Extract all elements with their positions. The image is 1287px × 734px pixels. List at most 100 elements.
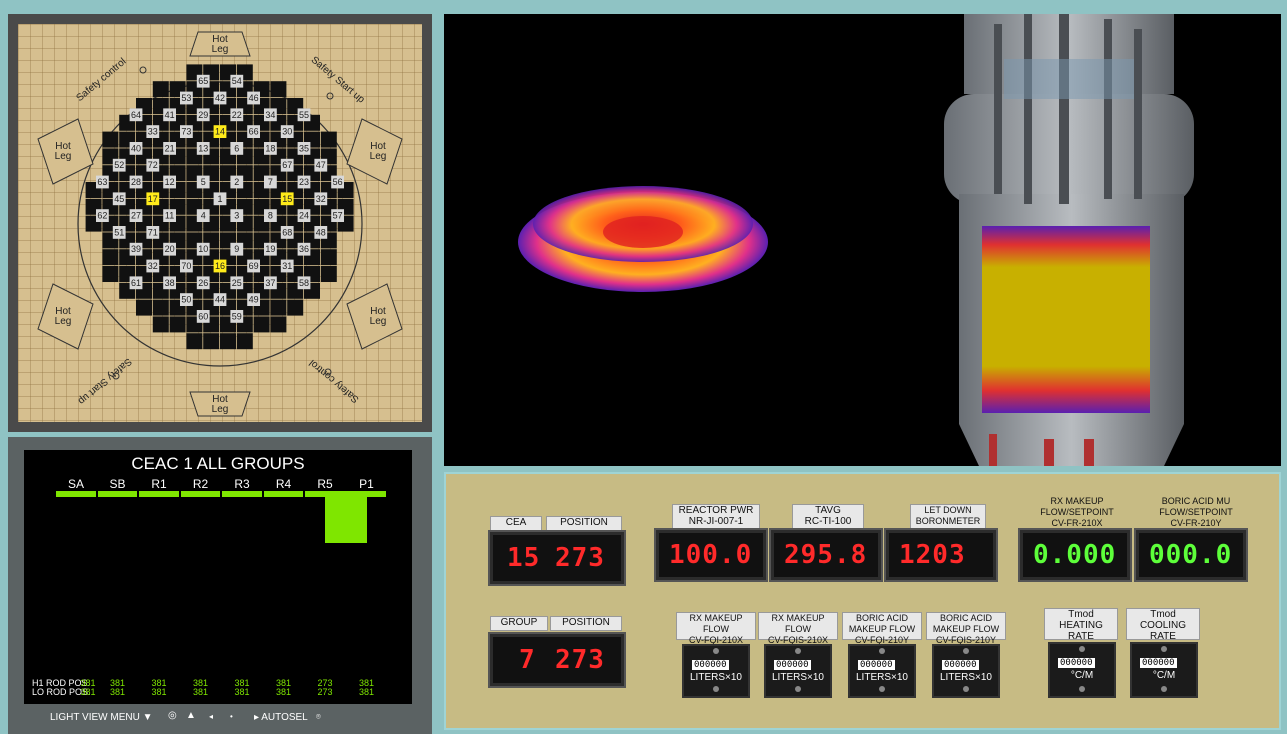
cea-number: 15 xyxy=(507,543,541,573)
cea-rod-35[interactable] xyxy=(297,142,311,155)
cea-rod-20[interactable] xyxy=(163,242,176,256)
cea-rod-32[interactable] xyxy=(146,259,160,273)
cea-rod-61[interactable] xyxy=(129,276,143,290)
cea-rod-13[interactable] xyxy=(196,142,210,155)
cea-rod-29[interactable] xyxy=(196,108,210,122)
cea-rod-label: 4 xyxy=(201,211,206,221)
cea-rod-72[interactable] xyxy=(146,158,160,172)
cea-rod-18[interactable] xyxy=(264,142,277,155)
cea-rod-51[interactable] xyxy=(112,226,126,239)
reactor-pwr-value: 100.0 xyxy=(669,540,753,570)
cea-rod-28[interactable] xyxy=(129,175,143,189)
cea-rod-19[interactable] xyxy=(264,242,277,256)
cea-rod-41[interactable] xyxy=(163,108,176,122)
cea-rod-label: 59 xyxy=(232,311,242,321)
dot-icon[interactable]: • xyxy=(230,712,233,721)
cea-rod-2[interactable] xyxy=(230,175,244,189)
cea-rod-24[interactable] xyxy=(297,209,311,222)
cea-rod-38[interactable] xyxy=(163,276,176,290)
cea-rod-68[interactable] xyxy=(280,226,294,239)
autosel-button[interactable]: ▸ AUTOSEL xyxy=(254,712,308,723)
cea-rod-label: 69 xyxy=(249,261,259,271)
cea-rod-64[interactable] xyxy=(129,108,143,122)
screw-icon xyxy=(1161,646,1167,652)
core-cell xyxy=(270,299,287,316)
cea-rod-10[interactable] xyxy=(196,242,210,256)
cea-rod-12[interactable] xyxy=(163,175,176,189)
cea-rod-63[interactable] xyxy=(96,175,109,189)
cea-rod-49[interactable] xyxy=(247,293,260,306)
cea-rod-57[interactable] xyxy=(331,209,344,222)
cea-rod-25[interactable] xyxy=(230,276,244,290)
cea-rod-59[interactable] xyxy=(230,310,244,323)
cea-rod-label: 6 xyxy=(234,143,239,153)
cea-rod-73[interactable] xyxy=(180,125,193,138)
cea-rod-7[interactable] xyxy=(264,175,277,189)
cea-rod-58[interactable] xyxy=(297,276,311,290)
rate-counter-1: 000000 °C/M xyxy=(1048,642,1116,698)
cea-rod-53[interactable] xyxy=(180,91,193,105)
cea-position-label: POSITION xyxy=(546,516,622,531)
cea-rod-36[interactable] xyxy=(297,242,311,256)
cea-rod-5[interactable] xyxy=(196,175,210,189)
left-arrow-icon[interactable]: ◂ xyxy=(209,712,214,721)
cea-rod-39[interactable] xyxy=(129,242,143,256)
cea-rod-66[interactable] xyxy=(247,125,260,138)
cea-rod-8[interactable] xyxy=(264,209,277,222)
group-meter: 7 273 xyxy=(490,634,624,686)
cea-rod-37[interactable] xyxy=(264,276,277,290)
cea-rod-69[interactable] xyxy=(247,259,260,273)
cea-rod-65[interactable] xyxy=(196,74,210,88)
cea-rod-3[interactable] xyxy=(230,209,244,222)
cea-rod-48[interactable] xyxy=(314,226,328,239)
flow-counter-id: CV-FQI-210Y xyxy=(854,635,910,645)
cea-rod-46[interactable] xyxy=(247,91,260,105)
cea-rod-70[interactable] xyxy=(180,259,193,273)
rate-counter-digits: 000000 xyxy=(1058,658,1095,668)
cea-rod-4[interactable] xyxy=(196,209,210,222)
cea-rod-27[interactable] xyxy=(129,209,143,222)
hot-leg-bottom-line2: Leg xyxy=(212,404,229,415)
cea-rod-62[interactable] xyxy=(96,209,109,222)
cea-rod-17[interactable] xyxy=(146,192,160,206)
cea-rod-42[interactable] xyxy=(213,91,227,105)
menu-extra-icon[interactable]: ⌾ xyxy=(316,712,321,721)
lo-rod-pos-sa: 381 xyxy=(80,687,96,697)
cea-rod-54[interactable] xyxy=(230,74,244,88)
cea-rod-1[interactable] xyxy=(213,192,227,206)
cea-rod-40[interactable] xyxy=(129,142,143,155)
cea-rod-23[interactable] xyxy=(297,175,311,189)
cea-rod-9[interactable] xyxy=(230,242,244,256)
cea-rod-6[interactable] xyxy=(230,142,244,155)
cea-rod-47[interactable] xyxy=(314,158,328,172)
cea-rod-71[interactable] xyxy=(146,226,160,239)
cea-rod-55[interactable] xyxy=(297,108,311,122)
hot-leg-ll-line1: Hot xyxy=(55,306,71,317)
flow-counter-id: CV-FQIS-210X xyxy=(767,635,829,645)
target-icon[interactable]: ◎ xyxy=(168,710,177,721)
light-view-menu-label[interactable]: LIGHT VIEW MENU ▼ xyxy=(50,712,153,723)
cea-rod-14[interactable] xyxy=(213,125,227,138)
cea-rod-22[interactable] xyxy=(230,108,244,122)
cea-rod-44[interactable] xyxy=(213,293,227,306)
reactor-3d-view[interactable] xyxy=(444,14,1281,466)
cea-rod-32[interactable] xyxy=(314,192,328,206)
cea-rod-52[interactable] xyxy=(112,158,126,172)
cea-rod-67[interactable] xyxy=(280,158,294,172)
cea-rod-60[interactable] xyxy=(196,310,210,323)
cea-rod-30[interactable] xyxy=(280,125,294,138)
cea-rod-56[interactable] xyxy=(331,175,344,189)
cea-rod-33[interactable] xyxy=(146,125,160,138)
cea-rod-50[interactable] xyxy=(180,293,193,306)
cea-rod-15[interactable] xyxy=(280,192,294,206)
cea-rod-21[interactable] xyxy=(163,142,176,155)
cea-rod-34[interactable] xyxy=(264,108,277,122)
cea-rod-31[interactable] xyxy=(280,259,294,273)
up-arrow-icon[interactable]: ▲ xyxy=(186,710,196,721)
light-view-menu[interactable]: LIGHT VIEW MENU ▼ ◎ ▲ ◂ • ▸ AUTOSEL ⌾ xyxy=(24,706,412,730)
cea-rod-11[interactable] xyxy=(163,209,176,222)
cea-rod-26[interactable] xyxy=(196,276,210,290)
cea-rod-16[interactable] xyxy=(213,259,227,273)
indicator-br xyxy=(324,368,332,376)
cea-rod-45[interactable] xyxy=(112,192,126,206)
